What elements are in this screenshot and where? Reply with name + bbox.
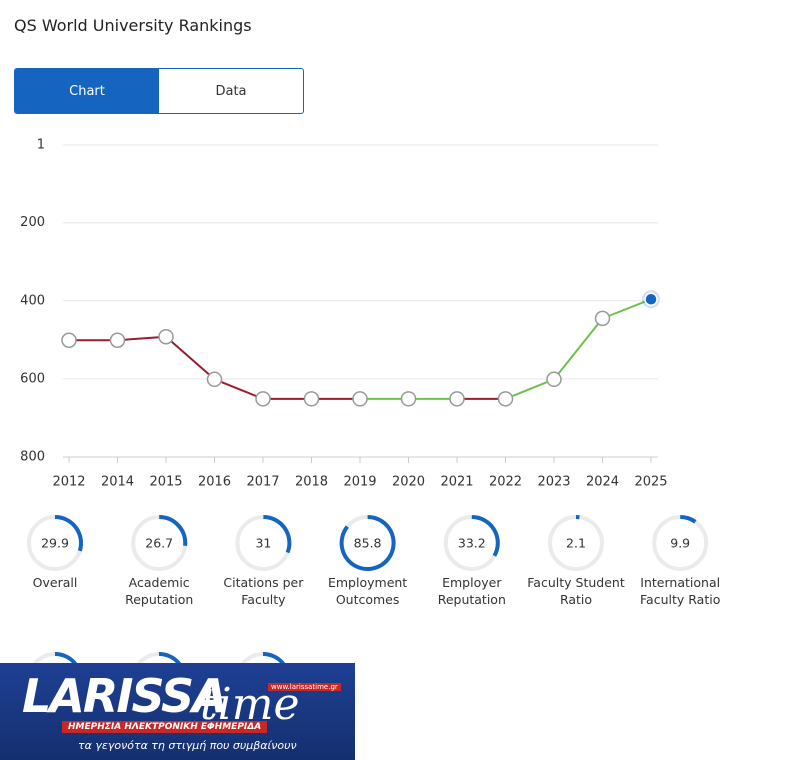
point [497,391,514,407]
gauge-value: 9.9 [670,536,690,551]
gauge-arc [263,515,292,554]
logo-overlay: LARISSA time www.larissatime.gr ΗΜΕΡΗΣΙΑ… [0,663,355,760]
line-segment [165,335,216,381]
x-tick-label: 2012 [52,475,85,490]
gauge-value: 85.8 [354,536,382,551]
y-tick-label: 800 [20,450,45,465]
gauge-value: 31 [255,536,271,551]
gauge-arc [339,515,396,571]
point [546,371,562,388]
gauge-value: 2.1 [566,536,586,551]
tab[interactable]: Data [215,83,247,99]
point [303,391,320,407]
gauge-arc [680,515,697,524]
gauge-arc [54,515,83,552]
y-tick-label: 400 [20,293,45,308]
gauge-label: Overall [32,575,78,590]
gauge-value: 29.9 [41,536,69,551]
brand: LARISSA [22,669,228,723]
gauge-label: International Faculty Ratio [640,575,721,607]
point [449,391,465,407]
gauge-label: Employment Outcomes [327,575,408,607]
line-segment [553,317,604,380]
y-tick-label: 600 [20,371,45,386]
gauge-label: Citations per Faculty [223,575,304,607]
x-tick-label: 2025 [634,475,667,490]
point [352,391,368,407]
gauge-label: Faculty Student Ratio [527,575,625,607]
slogan: τα γεγονότα τη στιγμή που συμβαίνουν [78,739,297,752]
gauge-label: Employer Reputation [437,575,506,607]
x-tick-label: 2016 [198,475,231,490]
line-segment [214,378,264,400]
x-tick-label: 2018 [295,475,328,490]
x-tick-label: 2015 [149,475,182,490]
gauge-value: 26.7 [145,536,173,551]
x-tick-label: 2020 [392,475,425,490]
tab[interactable]: Chart [15,69,159,113]
point [206,371,223,388]
gauge-arc [159,515,188,546]
point [594,310,611,327]
page-title: QS World University Rankings [14,16,252,35]
x-tick-label: 2021 [440,475,473,490]
point [61,332,77,348]
line-segment [117,335,167,342]
gauge-value: 33.2 [458,536,486,551]
x-tick-label: 2017 [246,475,279,490]
y-tick-label: 1 [37,138,45,153]
point [400,391,417,407]
x-tick-label: 2019 [343,475,376,490]
point [644,292,658,306]
y-tick-label: 200 [20,215,45,230]
line-segment [505,378,555,400]
point [255,391,271,407]
point [109,332,126,348]
gauge-arc [471,515,500,557]
x-tick-label: 2022 [489,475,522,490]
tab-bar: Chart Data [14,68,304,114]
x-tick-label: 2024 [586,475,619,490]
line-segment [602,298,652,320]
point [158,328,174,345]
x-tick-label: 2014 [101,475,134,490]
banner: ΗΜΕΡΗΣΙΑ ΗΛΕΚΤΡΟΝΙΚΗ ΕΦΗΜΕΡΙΔΑ [62,721,268,733]
gauge-label: Academic Reputation [125,575,194,607]
x-tick-label: 2023 [537,475,570,490]
url: www.larissatime.gr [268,683,341,691]
